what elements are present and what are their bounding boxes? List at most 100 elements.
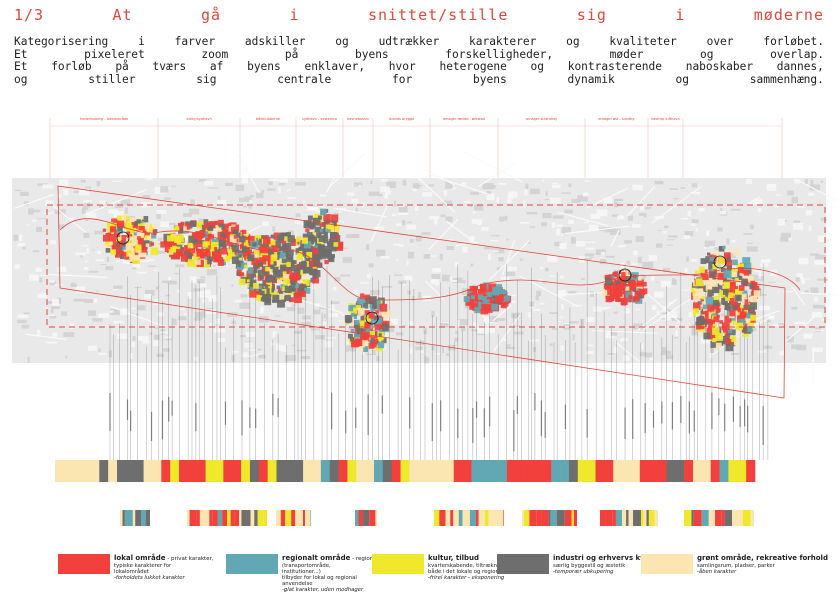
annotation-tick	[432, 403, 433, 441]
strip-cell	[551, 460, 560, 482]
map-building	[370, 181, 372, 185]
annotation-tick	[661, 402, 662, 424]
pixel-cell	[320, 229, 323, 232]
map-building	[164, 198, 171, 200]
pixel-cell	[302, 237, 308, 243]
pixel-cell	[379, 333, 382, 336]
map-building	[681, 218, 688, 219]
pixel-cell	[278, 288, 281, 291]
map-building	[35, 267, 41, 271]
map-building	[311, 328, 320, 330]
map-building	[542, 213, 551, 218]
map-building	[523, 200, 526, 207]
pixel-cell	[292, 273, 300, 281]
substrip-cell	[241, 510, 246, 526]
map-building	[666, 355, 673, 359]
pixel-cell	[247, 254, 254, 261]
map-building	[562, 192, 571, 193]
map-building	[208, 188, 218, 189]
pixel-cell	[323, 252, 328, 257]
substrip-cell	[557, 510, 565, 526]
pixel-cell	[310, 225, 314, 229]
map-building	[408, 291, 411, 295]
pixel-cell	[202, 241, 208, 247]
map-building	[732, 240, 736, 242]
map-building	[814, 260, 824, 265]
map-building	[471, 264, 474, 267]
map-building	[76, 287, 86, 294]
strip-cell	[418, 460, 427, 482]
map-building	[396, 332, 403, 335]
legend-text: lokal område - privat karakter,typiske k…	[114, 554, 202, 581]
strip-cell	[277, 460, 286, 482]
map-building	[534, 309, 541, 311]
pixel-cell	[214, 247, 217, 250]
map-building	[462, 247, 467, 253]
map-building	[488, 254, 491, 260]
pixel-cell	[153, 242, 158, 247]
strip-cell	[268, 460, 277, 482]
pixel-cell	[474, 303, 478, 307]
map-building	[292, 345, 295, 346]
map-building	[768, 319, 771, 322]
map-building	[639, 213, 647, 216]
map-building	[248, 206, 251, 209]
substrip-cell	[439, 510, 445, 526]
map-building	[194, 357, 199, 362]
pixel-cell	[110, 249, 116, 255]
map-building	[324, 314, 326, 318]
strip-cell	[622, 460, 631, 482]
map-building	[440, 322, 449, 323]
map-building	[82, 245, 89, 246]
strip-cell	[525, 460, 534, 482]
strip-cell	[649, 460, 658, 482]
pixel-cell	[225, 224, 229, 228]
map-building	[668, 235, 678, 237]
strip-cell	[737, 460, 746, 482]
map-building	[23, 313, 29, 315]
pixel-cell	[723, 289, 729, 295]
map-building	[442, 346, 444, 353]
map-building	[581, 278, 585, 280]
map-building	[178, 316, 186, 320]
pixel-cell	[291, 260, 294, 263]
map-building	[590, 257, 594, 258]
map-building	[473, 211, 476, 213]
map-building	[620, 338, 627, 341]
map-building	[315, 335, 325, 339]
map-building	[792, 197, 798, 203]
substrip-cell	[200, 510, 206, 526]
map-building	[384, 195, 388, 199]
map-building	[407, 261, 409, 266]
pixel-cell	[325, 232, 328, 235]
map-building	[352, 234, 360, 238]
annotation-tick	[718, 398, 719, 415]
zone-header: amager strandvej	[498, 117, 585, 121]
map-building	[115, 204, 123, 208]
strip-cell	[312, 460, 321, 482]
map-building	[130, 353, 133, 359]
legend-note: -frirel karakter - eksponering	[428, 575, 516, 581]
map-building	[96, 290, 98, 291]
strip-cell	[516, 460, 525, 482]
map-building	[688, 211, 692, 217]
map-building	[624, 240, 632, 243]
map-building	[360, 282, 369, 283]
map-building	[61, 311, 67, 315]
substrip-cell	[751, 510, 754, 526]
substrip-cell	[125, 510, 133, 526]
pixel-cell	[634, 296, 640, 302]
pixel-cell	[736, 323, 743, 330]
map-building	[165, 336, 171, 338]
map-building	[369, 192, 380, 196]
map-building	[721, 313, 724, 316]
map-building	[706, 230, 709, 236]
map-building	[303, 201, 305, 203]
map-building	[241, 294, 248, 297]
map-building	[394, 274, 402, 276]
map-building	[821, 218, 827, 222]
substrip-cell	[628, 510, 633, 526]
strip-cell	[365, 460, 374, 482]
map-building	[783, 291, 793, 292]
pixel-cell	[106, 248, 111, 253]
